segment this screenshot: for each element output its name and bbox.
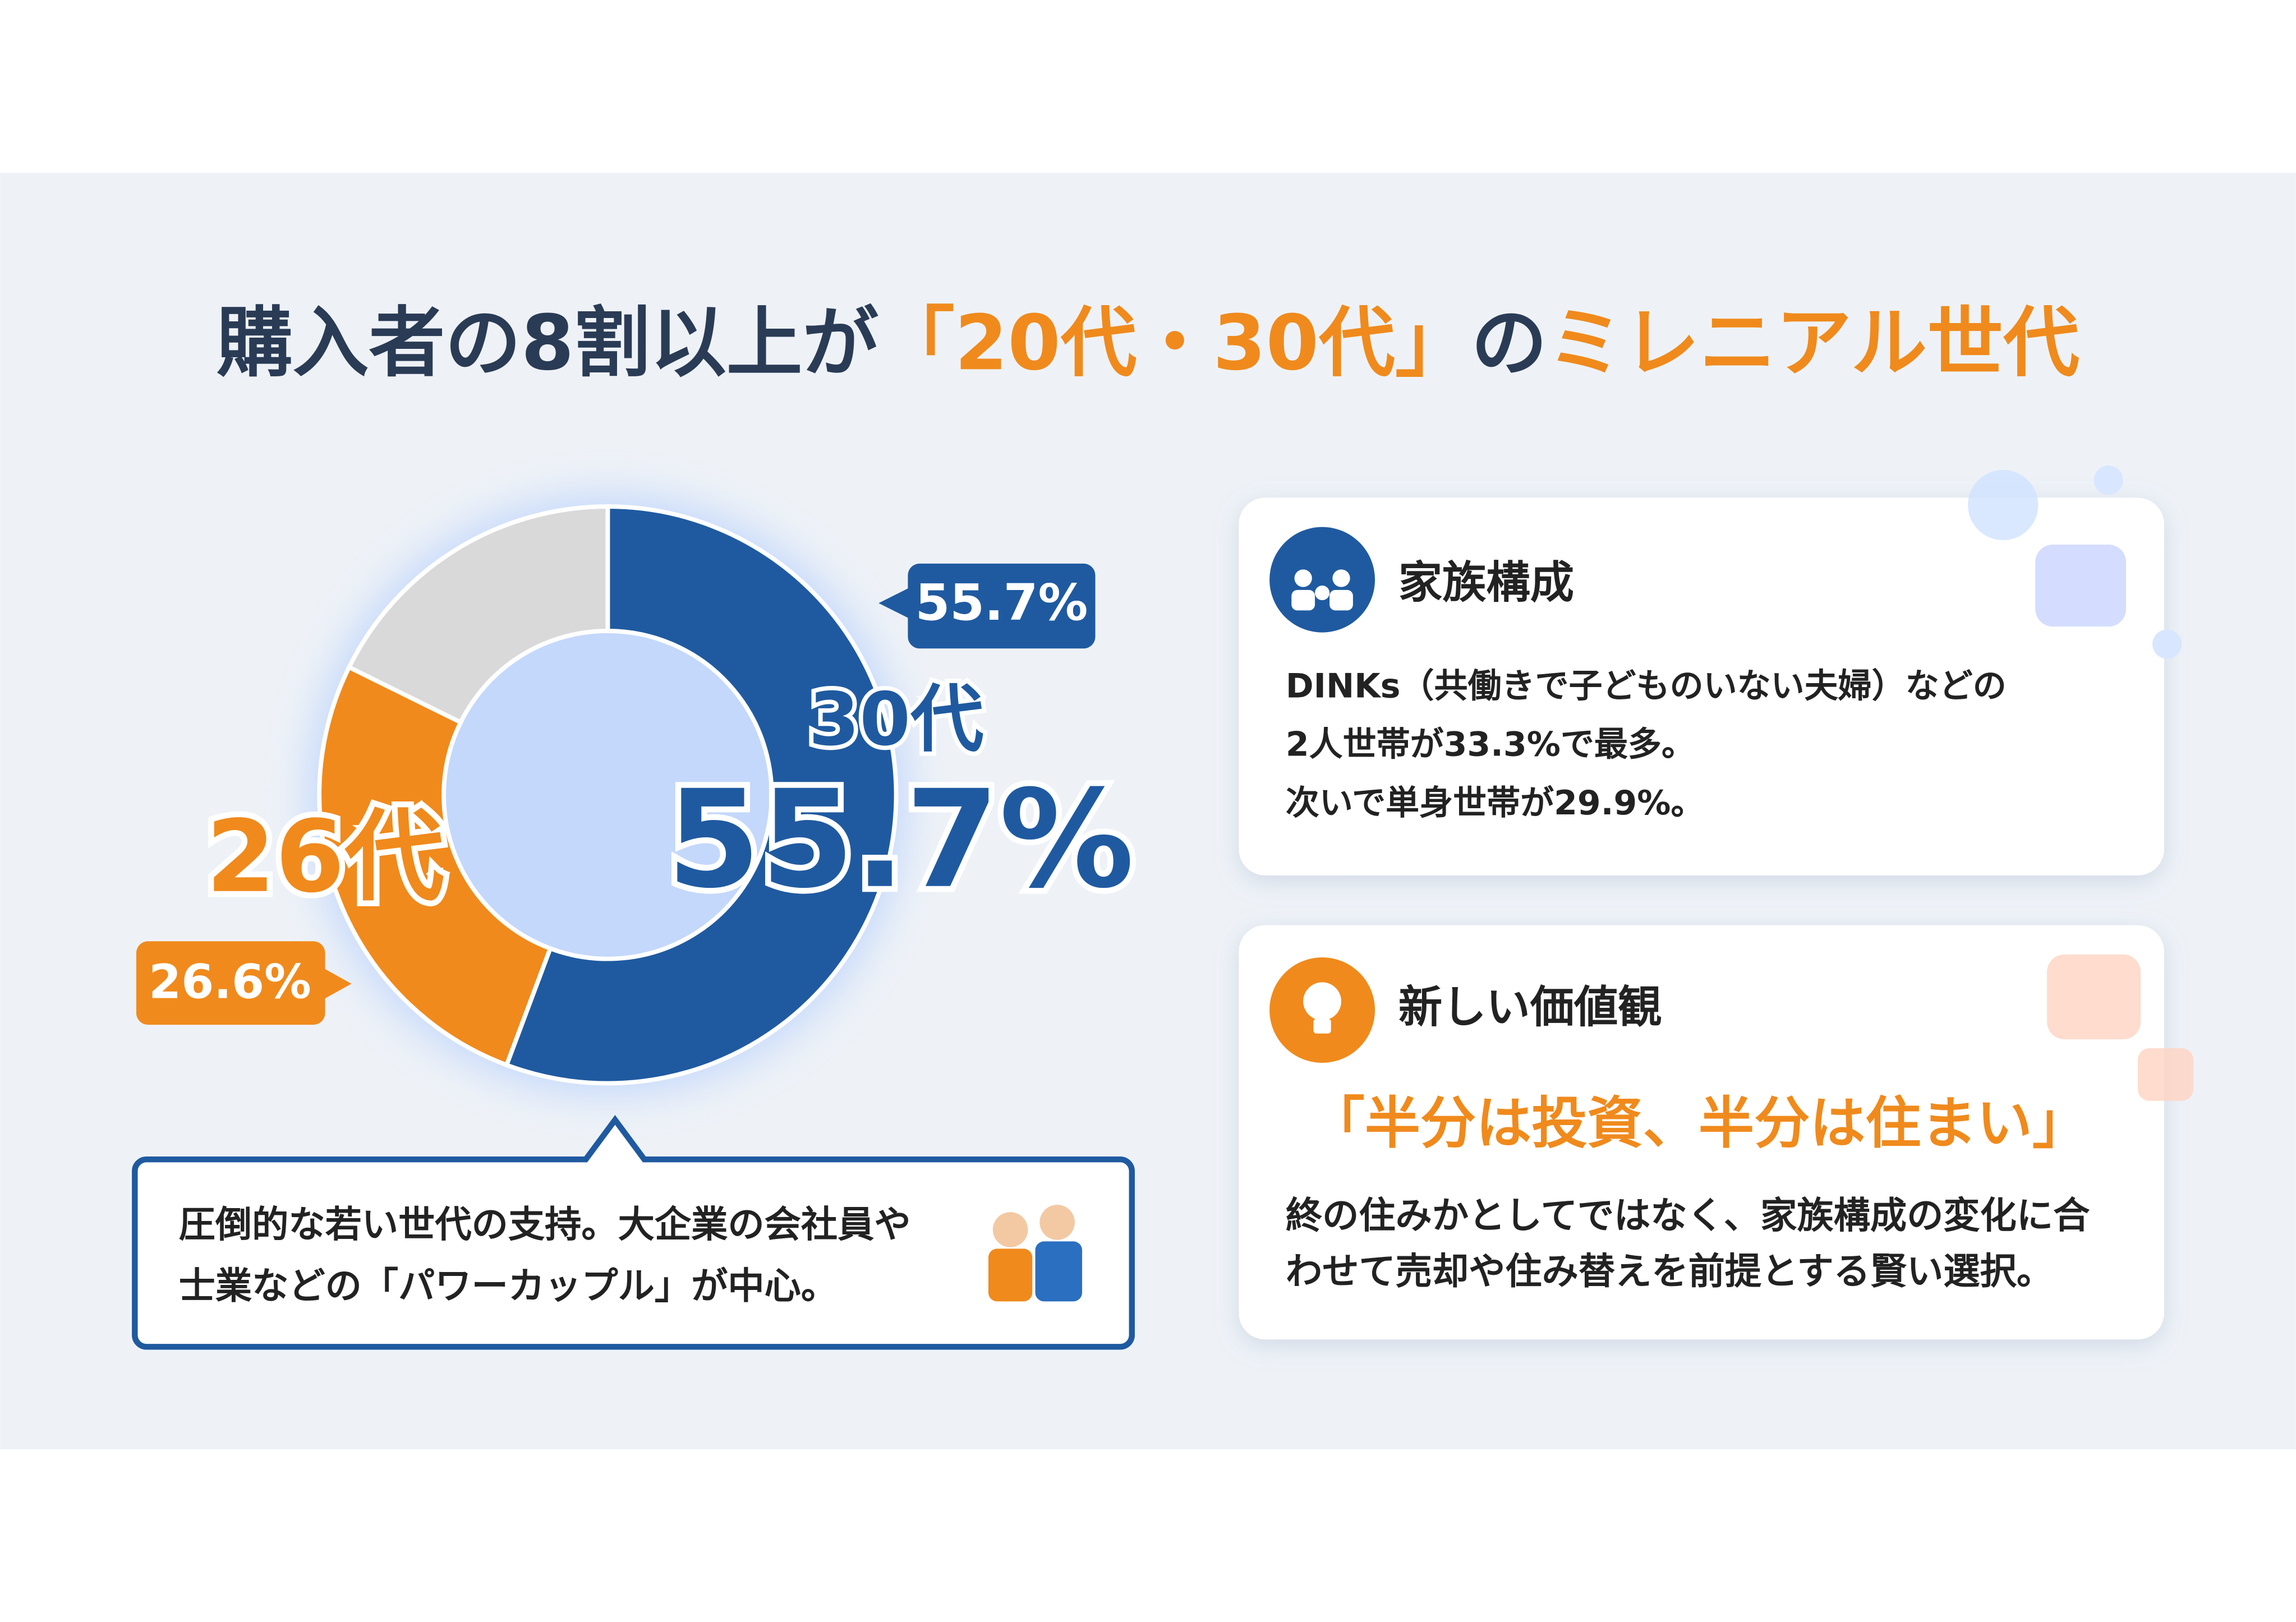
slice (346, 504, 610, 726)
card (1239, 925, 2164, 1340)
donut (317, 504, 899, 1086)
value-callout (878, 563, 1096, 649)
card-text: 次いで単身世帯が29.9%。 (1286, 784, 1705, 823)
idea-icon-bulb (1303, 982, 1342, 1034)
card-heading: 家族構成 (1398, 557, 1574, 609)
callout-text: 士業などの「パワーカップル」が中心。 (179, 1265, 838, 1307)
value-label: 26.6% (149, 955, 311, 1010)
card-heading: 新しい価値観 (1398, 982, 1662, 1033)
family-icon (1269, 527, 1375, 633)
slice (317, 664, 553, 1068)
family-icon-figures (1291, 569, 1353, 611)
category-label: 26代 (206, 799, 444, 915)
card-text: わせて売却や住み替えを前提とする賢い選択。 (1286, 1250, 2053, 1293)
callout-box (132, 1114, 1135, 1350)
decorations (1968, 466, 2194, 1101)
title-part: 購入者の8割以上が (217, 299, 878, 388)
value-callout (136, 941, 352, 1025)
card-text: 2人世帯が33.3%で最多。 (1286, 725, 1695, 764)
big-value-label: 55.7% (667, 761, 1134, 918)
callout-text: 圧倒的な若い世代の支持。大企業の会社員や (179, 1203, 911, 1246)
card-text: 終の住みかとしてではなく、家族構成の変化に合 (1286, 1195, 2090, 1237)
card-quote: 「半分は投資、半分は住まい」 (1309, 1091, 2088, 1156)
card-text: DINKs（共働きで子どものいない夫婦）などの (1286, 666, 2007, 706)
value-label: 55.7% (915, 574, 1088, 632)
title-part: ミレニアル世代 (1547, 299, 2079, 388)
couple-icon (988, 1205, 1083, 1302)
card (1239, 497, 2164, 875)
title-part: の (1471, 299, 1548, 388)
title-part: 「20代・30代」 (878, 299, 1471, 388)
category-label: 30代 (809, 677, 984, 762)
chart-title: 購入者の8割以上が「20代・30代」のミレニアル世代 (217, 299, 2079, 388)
slice (504, 504, 899, 1086)
